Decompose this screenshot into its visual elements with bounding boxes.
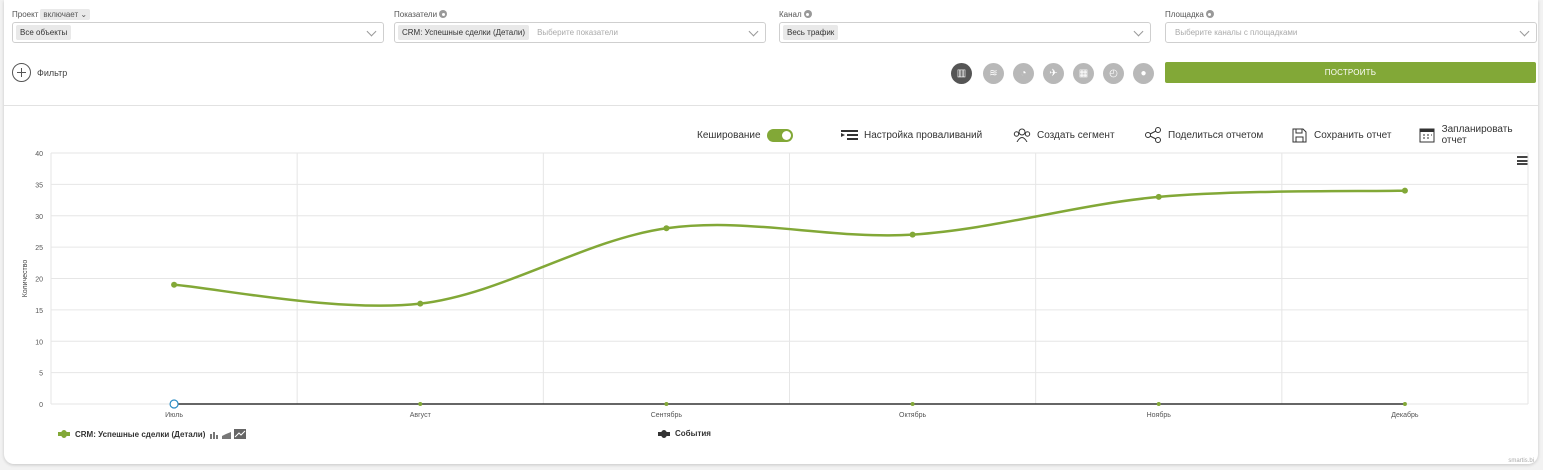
platform-select[interactable]: Выберите каналы с площадками — [1165, 22, 1537, 43]
bar-chart-icon[interactable]: ▥ — [951, 63, 972, 84]
hover-marker — [169, 399, 179, 409]
report-card: Проект включает ⌄ Все объекты Показатели… — [4, 0, 1538, 464]
metrics-tag: CRM: Успешные сделки (Детали) — [398, 25, 530, 40]
y-tick-label: 40 — [35, 151, 43, 158]
y-tick-label: 15 — [35, 308, 43, 315]
legend-label-events: События — [675, 429, 711, 438]
filters-panel: Проект включает ⌄ Все объекты Показатели… — [4, 0, 1538, 106]
table-icon[interactable]: ▦ — [1073, 63, 1094, 84]
x-tick-label: Июль — [165, 412, 183, 419]
create-segment-button[interactable]: Создать сегмент — [1013, 126, 1115, 144]
channel-filter: Канал Весь трафик — [779, 8, 1151, 43]
x-tick-label: Ноябрь — [1147, 411, 1172, 419]
x-tick-label: Август — [410, 412, 432, 419]
gear-icon[interactable] — [439, 10, 448, 18]
platform-placeholder: Выберите каналы с площадками — [1175, 28, 1298, 37]
legend-item-events[interactable]: События — [658, 429, 711, 438]
data-point — [909, 231, 916, 238]
gauge-icon[interactable]: ◴ — [1103, 63, 1124, 84]
data-point — [1401, 187, 1408, 194]
x-tick-label: Декабрь — [1391, 411, 1419, 419]
data-point — [663, 225, 670, 232]
drilldown-button[interactable]: Настройка проваливаний — [840, 126, 982, 144]
calendar-icon — [1418, 127, 1436, 143]
channel-select[interactable]: Весь трафик — [779, 22, 1151, 43]
series-line — [173, 189, 1405, 307]
credit-text: smartis.bi — [1508, 458, 1534, 464]
project-select[interactable]: Все объекты — [12, 22, 384, 43]
metrics-placeholder: Выберите показатели — [537, 28, 618, 37]
y-tick-label: 5 — [39, 371, 43, 378]
metrics-filter: Показатели CRM: Успешные сделки (Детали)… — [394, 8, 766, 43]
data-point — [1155, 193, 1162, 200]
project-filter: Проект включает ⌄ Все объекты — [12, 8, 384, 43]
legend-marker — [658, 429, 670, 438]
platform-filter: Площадка Выберите каналы с площадками — [1165, 8, 1537, 43]
x-tick-label: Сентябрь — [651, 411, 683, 419]
floppy-disk-icon — [1290, 127, 1308, 143]
save-label: Сохранить отчет — [1314, 129, 1392, 141]
mini-bar-icon — [210, 432, 219, 439]
share-label: Поделиться отчетом — [1168, 129, 1264, 141]
data-point — [171, 281, 178, 288]
add-filter-button[interactable]: Фильтр — [12, 63, 67, 82]
metrics-label: Показатели — [394, 9, 438, 19]
y-axis-label: Количество — [22, 260, 29, 298]
legend-item-crm[interactable]: CRM: Успешные сделки (Детали) — [58, 429, 247, 439]
caching-toggle-group[interactable]: Кеширование — [697, 126, 793, 144]
y-tick-label: 0 — [39, 402, 43, 409]
data-point — [1402, 402, 1407, 406]
platform-label: Площадка — [1165, 9, 1204, 19]
gear-icon[interactable] — [1205, 10, 1214, 18]
pie-icon[interactable]: ◔ — [1013, 63, 1034, 84]
legend-marker — [58, 430, 70, 438]
project-tag: Все объекты — [16, 25, 72, 40]
y-tick-label: 35 — [35, 182, 43, 189]
data-point — [417, 300, 424, 307]
list-indent-icon — [840, 127, 858, 143]
add-filter-label: Фильтр — [37, 67, 68, 78]
mini-area-icon — [222, 432, 232, 439]
schedule-label: Запланировать отчет — [1441, 124, 1513, 146]
area-icon[interactable]: ≋ — [983, 63, 1004, 84]
project-label: Проект — [12, 9, 39, 19]
caching-toggle[interactable] — [766, 128, 793, 142]
build-button[interactable]: ПОСТРОИТЬ — [1165, 62, 1536, 83]
share-report-button[interactable]: Поделиться отчетом — [1144, 126, 1263, 144]
channel-label: Канал — [779, 9, 802, 19]
chart-menu-icon[interactable] — [1517, 156, 1528, 165]
data-point — [418, 402, 423, 406]
data-point — [910, 402, 915, 406]
mini-line-icon — [234, 429, 247, 439]
plus-circle-icon — [12, 63, 31, 82]
drilldown-label: Настройка проваливаний — [864, 129, 983, 141]
x-tick-label: Октябрь — [899, 411, 926, 419]
y-tick-label: 10 — [35, 339, 43, 346]
data-point — [1156, 402, 1161, 406]
y-tick-label: 30 — [35, 214, 43, 221]
project-mode-dropdown[interactable]: включает ⌄ — [40, 8, 91, 20]
save-report-button[interactable]: Сохранить отчет — [1290, 126, 1391, 144]
data-point — [664, 402, 669, 406]
channel-tag: Весь трафик — [783, 25, 839, 40]
y-tick-label: 20 — [35, 277, 43, 284]
drop-icon[interactable]: ● — [1133, 63, 1154, 84]
users-icon — [1013, 127, 1031, 143]
segment-label: Создать сегмент — [1037, 129, 1115, 141]
y-tick-label: 25 — [35, 245, 43, 252]
gear-icon[interactable] — [803, 10, 812, 18]
metrics-select[interactable]: CRM: Успешные сделки (Детали) Выберите п… — [394, 22, 766, 43]
share-icon — [1144, 127, 1162, 143]
line-chart: 0 5 10 15 20 25 30 35 40 Июль Август Сентябрь Октябр… — [22, 151, 1529, 419]
caching-label: Кеширование — [697, 129, 761, 141]
series-type-switch[interactable] — [210, 429, 247, 439]
schedule-report-button[interactable]: Запланировать отчет — [1418, 124, 1538, 146]
legend-label-crm: CRM: Успешные сделки (Детали) — [75, 429, 206, 439]
map-icon[interactable]: ✈ — [1043, 63, 1064, 84]
